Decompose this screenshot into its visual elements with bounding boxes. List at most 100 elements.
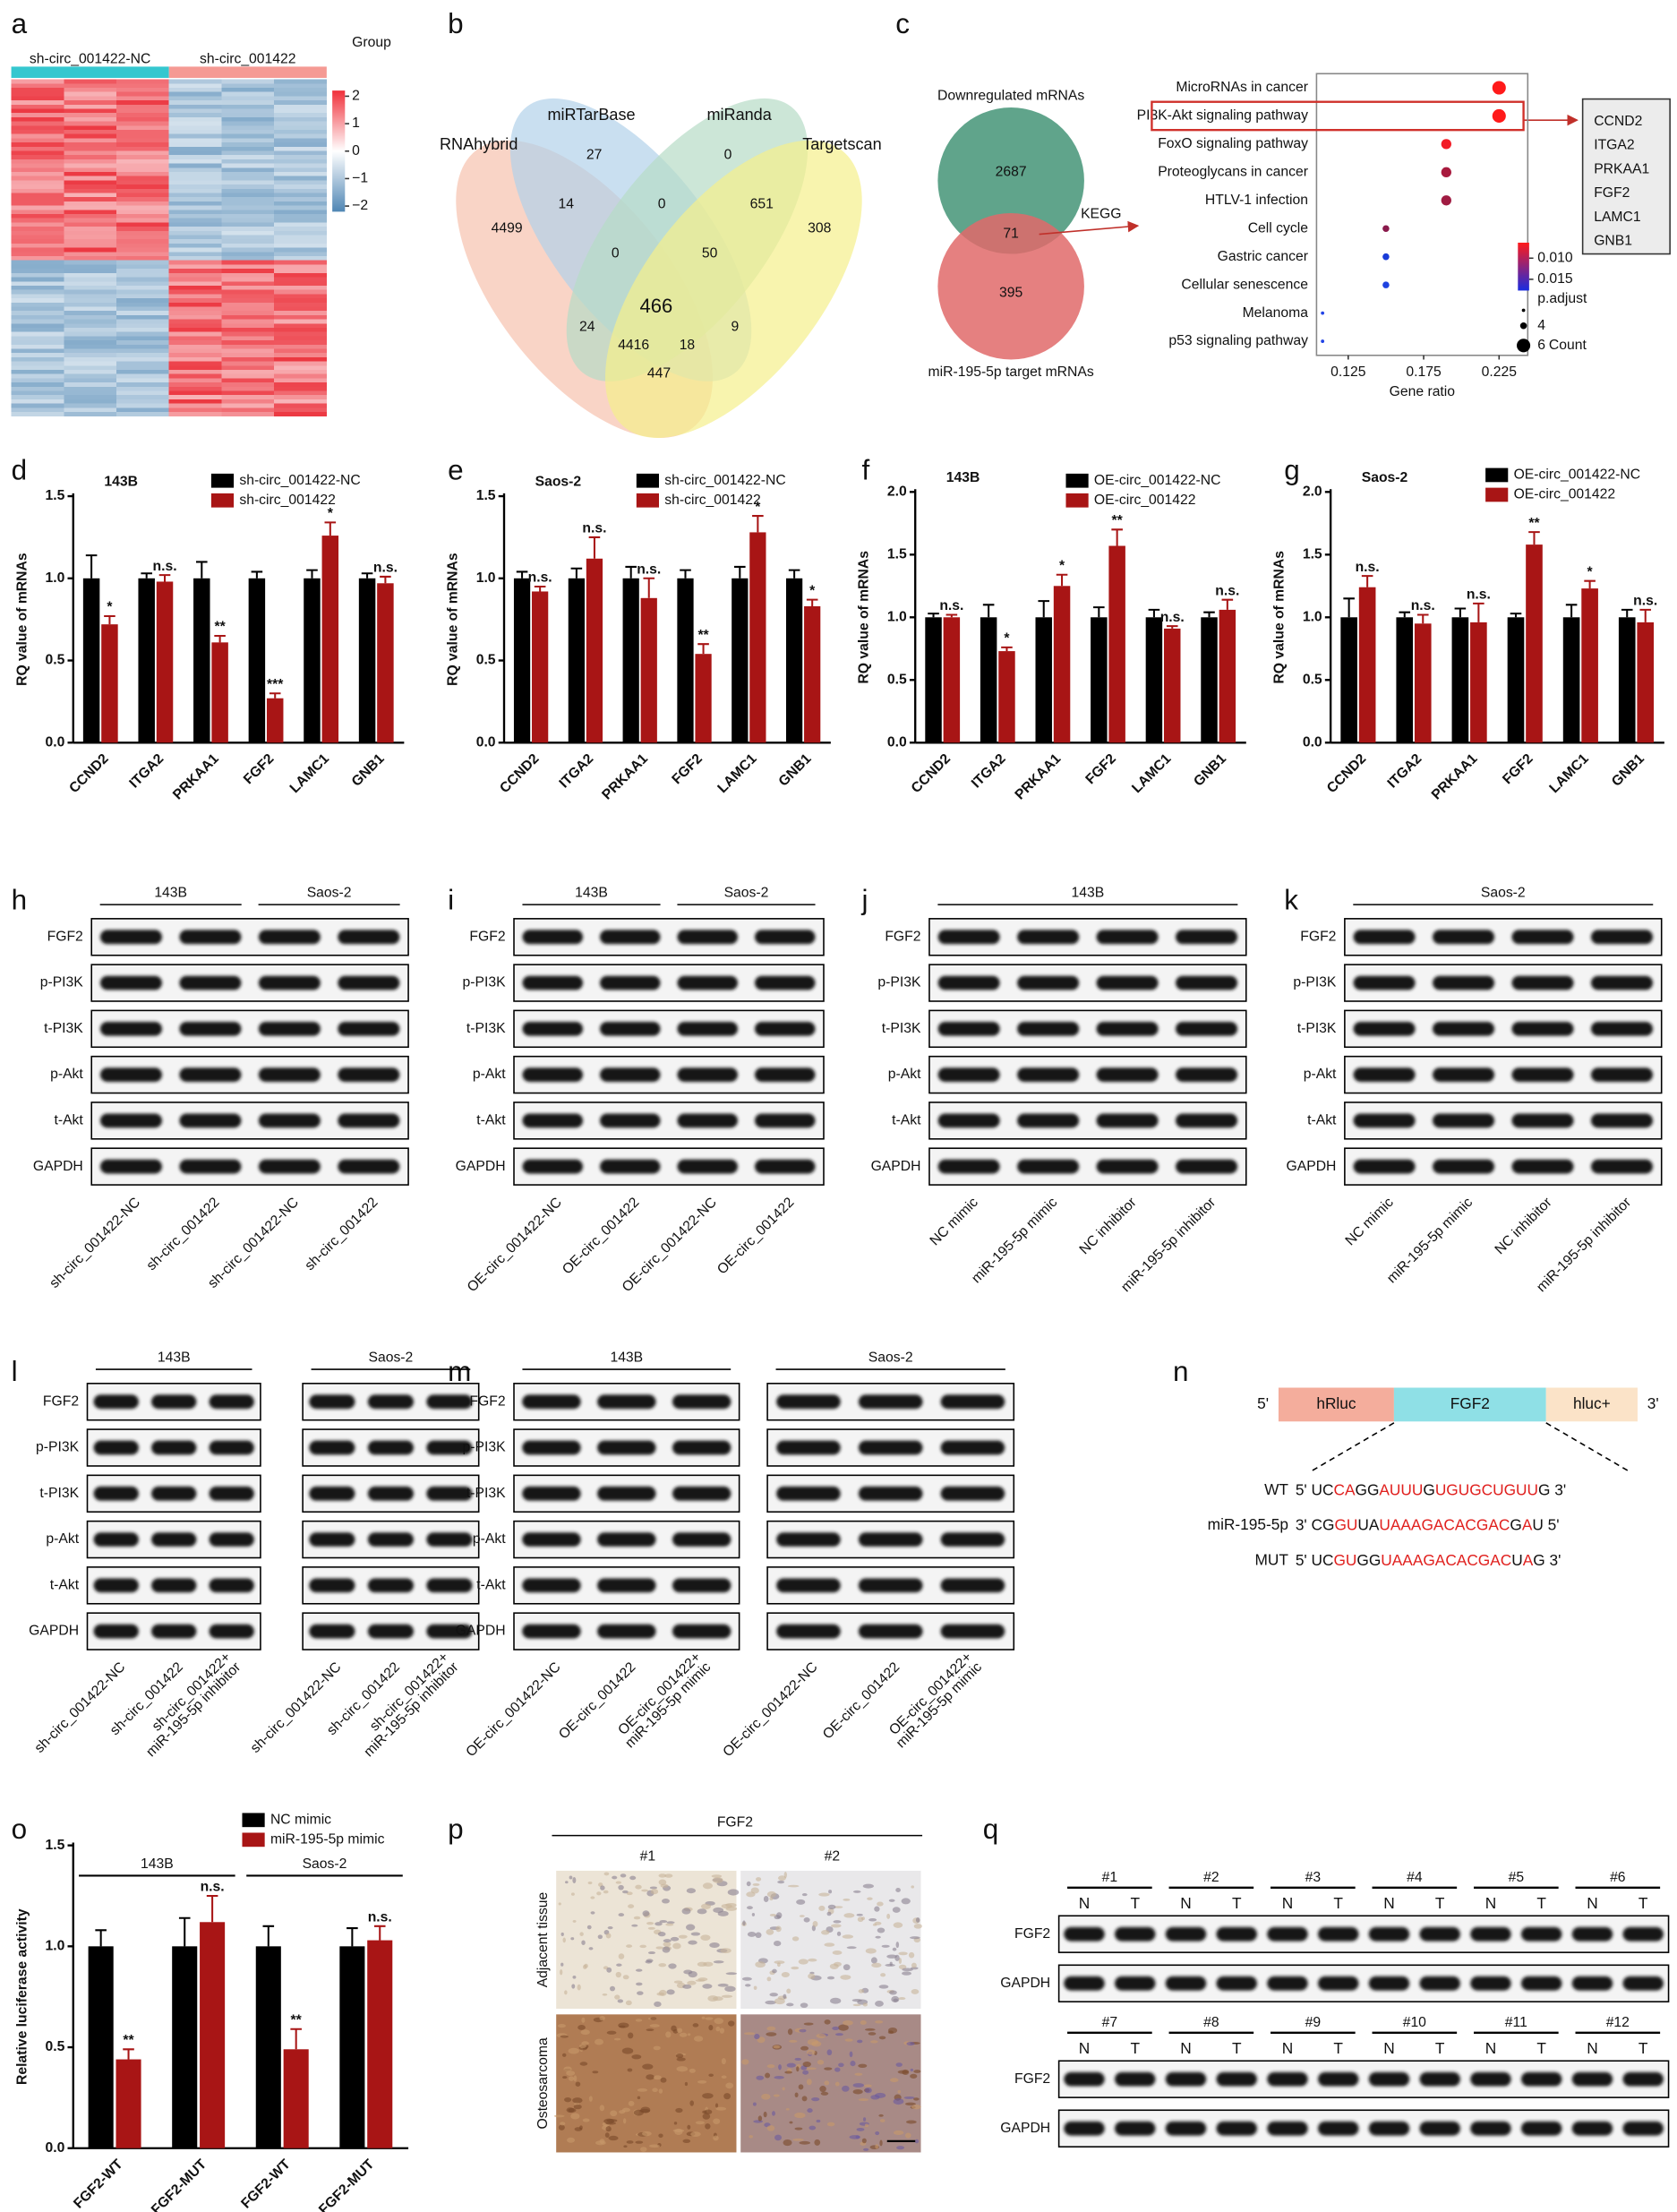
heatmap-cell [221, 314, 275, 320]
heatmap-cell [221, 230, 275, 236]
band [309, 1486, 355, 1501]
band [1590, 930, 1653, 945]
heatmap-cell [168, 331, 222, 337]
ihc-texture [704, 2109, 713, 2114]
lane-label: sh-circ_001422-NC [205, 1195, 302, 1291]
venn-count: 27 [586, 148, 602, 163]
heatmap-cell [11, 239, 64, 244]
sequence-part: GU [1333, 1551, 1356, 1569]
band [1096, 1021, 1159, 1036]
heatmap-cell [221, 163, 275, 168]
heatmap-cell [168, 214, 222, 219]
ihc-texture [681, 1908, 691, 1915]
heatmap-cell [168, 302, 222, 307]
band [522, 1440, 581, 1455]
band [1511, 1067, 1574, 1082]
error-bar [1584, 579, 1596, 589]
heatmap-cell [221, 378, 275, 383]
significance: n.s. [373, 561, 398, 576]
bar [677, 578, 694, 743]
heatmap-cell [274, 201, 328, 206]
ihc-texture [829, 1963, 839, 1969]
heatmap-cell [168, 361, 222, 366]
band [1115, 1926, 1156, 1942]
ihc-texture [686, 1888, 697, 1894]
y-tick-label: 1.0 [1303, 609, 1322, 624]
heatmap-cell [274, 138, 328, 143]
ihc-texture [641, 1889, 648, 1892]
ihc-texture [636, 1982, 643, 1986]
lane-label: N [1383, 2039, 1394, 2057]
band [672, 1624, 732, 1639]
band [209, 1624, 254, 1639]
ihc-image [556, 2014, 737, 2153]
ihc-texture [622, 2118, 627, 2124]
ihc-texture [579, 2125, 583, 2131]
x-tick-label: 0.125 [1330, 364, 1366, 380]
heatmap-cell [116, 260, 170, 265]
band [672, 1440, 732, 1455]
ihc-texture [690, 1932, 701, 1936]
ihc-texture [656, 1992, 665, 1996]
x-tick-label: GNB1 [1191, 751, 1229, 790]
heatmap-cell [11, 395, 64, 400]
ihc-texture [597, 1934, 603, 1940]
ihc-texture [838, 2062, 844, 2068]
heatmap-cell [64, 184, 117, 190]
band [776, 1486, 841, 1501]
band [1521, 1976, 1562, 1991]
band [600, 1067, 661, 1082]
heatmap-cell [116, 138, 170, 143]
x-tick-label: ITGA2 [969, 751, 1009, 792]
ihc-texture [693, 2036, 704, 2042]
ihc-texture [824, 2080, 830, 2086]
ihc-texture [621, 1890, 629, 1894]
error-bar [306, 569, 318, 579]
ihc-texture [676, 2066, 689, 2072]
band [1165, 2121, 1207, 2136]
heatmap-cell [221, 390, 275, 396]
y-tick-label: 0.0 [45, 734, 64, 750]
error-bar [380, 575, 391, 584]
venn-count: 308 [808, 220, 831, 236]
band [600, 1159, 661, 1174]
heatmap-cell [168, 390, 222, 396]
heatmap-cell [11, 264, 64, 270]
panel-letter: i [448, 884, 454, 915]
legend-label: OE-circ_001422 [1514, 487, 1616, 502]
heatmap-cell [274, 407, 328, 413]
ihc-texture [579, 1932, 584, 1936]
heatmap-cell [168, 83, 222, 89]
heatmap-cell [11, 412, 64, 417]
blot-frame [1057, 2060, 1670, 2098]
heatmap-cell [11, 167, 64, 173]
ihc-texture [911, 1962, 917, 1968]
band [937, 930, 1000, 945]
ihc-texture [650, 2017, 657, 2020]
heatmap-cell [221, 319, 275, 324]
ihc-texture [833, 1920, 842, 1924]
row-label: t-PI3K [1297, 1021, 1337, 1036]
dot [1441, 167, 1451, 178]
bar [980, 617, 997, 743]
band [179, 1067, 242, 1082]
bar [138, 578, 155, 743]
band [1096, 930, 1159, 945]
heatmap-cell [221, 243, 275, 248]
ihc-texture [720, 1948, 732, 1954]
ihc-texture [877, 1927, 886, 1933]
heatmap-cell [116, 104, 170, 109]
ihc-texture [640, 2147, 647, 2152]
ihc-texture [892, 1947, 897, 1951]
heatmap-cell [221, 79, 275, 84]
heatmap-cell [116, 133, 170, 139]
ihc-texture [619, 2025, 626, 2028]
term-label: PI3K-Akt signaling pathway [1137, 108, 1308, 124]
ihc-texture [635, 2019, 643, 2022]
row-label: FGF2 [1014, 2071, 1050, 2087]
ihc-texture [658, 2088, 663, 2094]
significance: ** [123, 2033, 134, 2048]
colorbar-label: 0 [352, 143, 360, 159]
band [858, 1486, 923, 1501]
ihc-texture [888, 1899, 895, 1902]
